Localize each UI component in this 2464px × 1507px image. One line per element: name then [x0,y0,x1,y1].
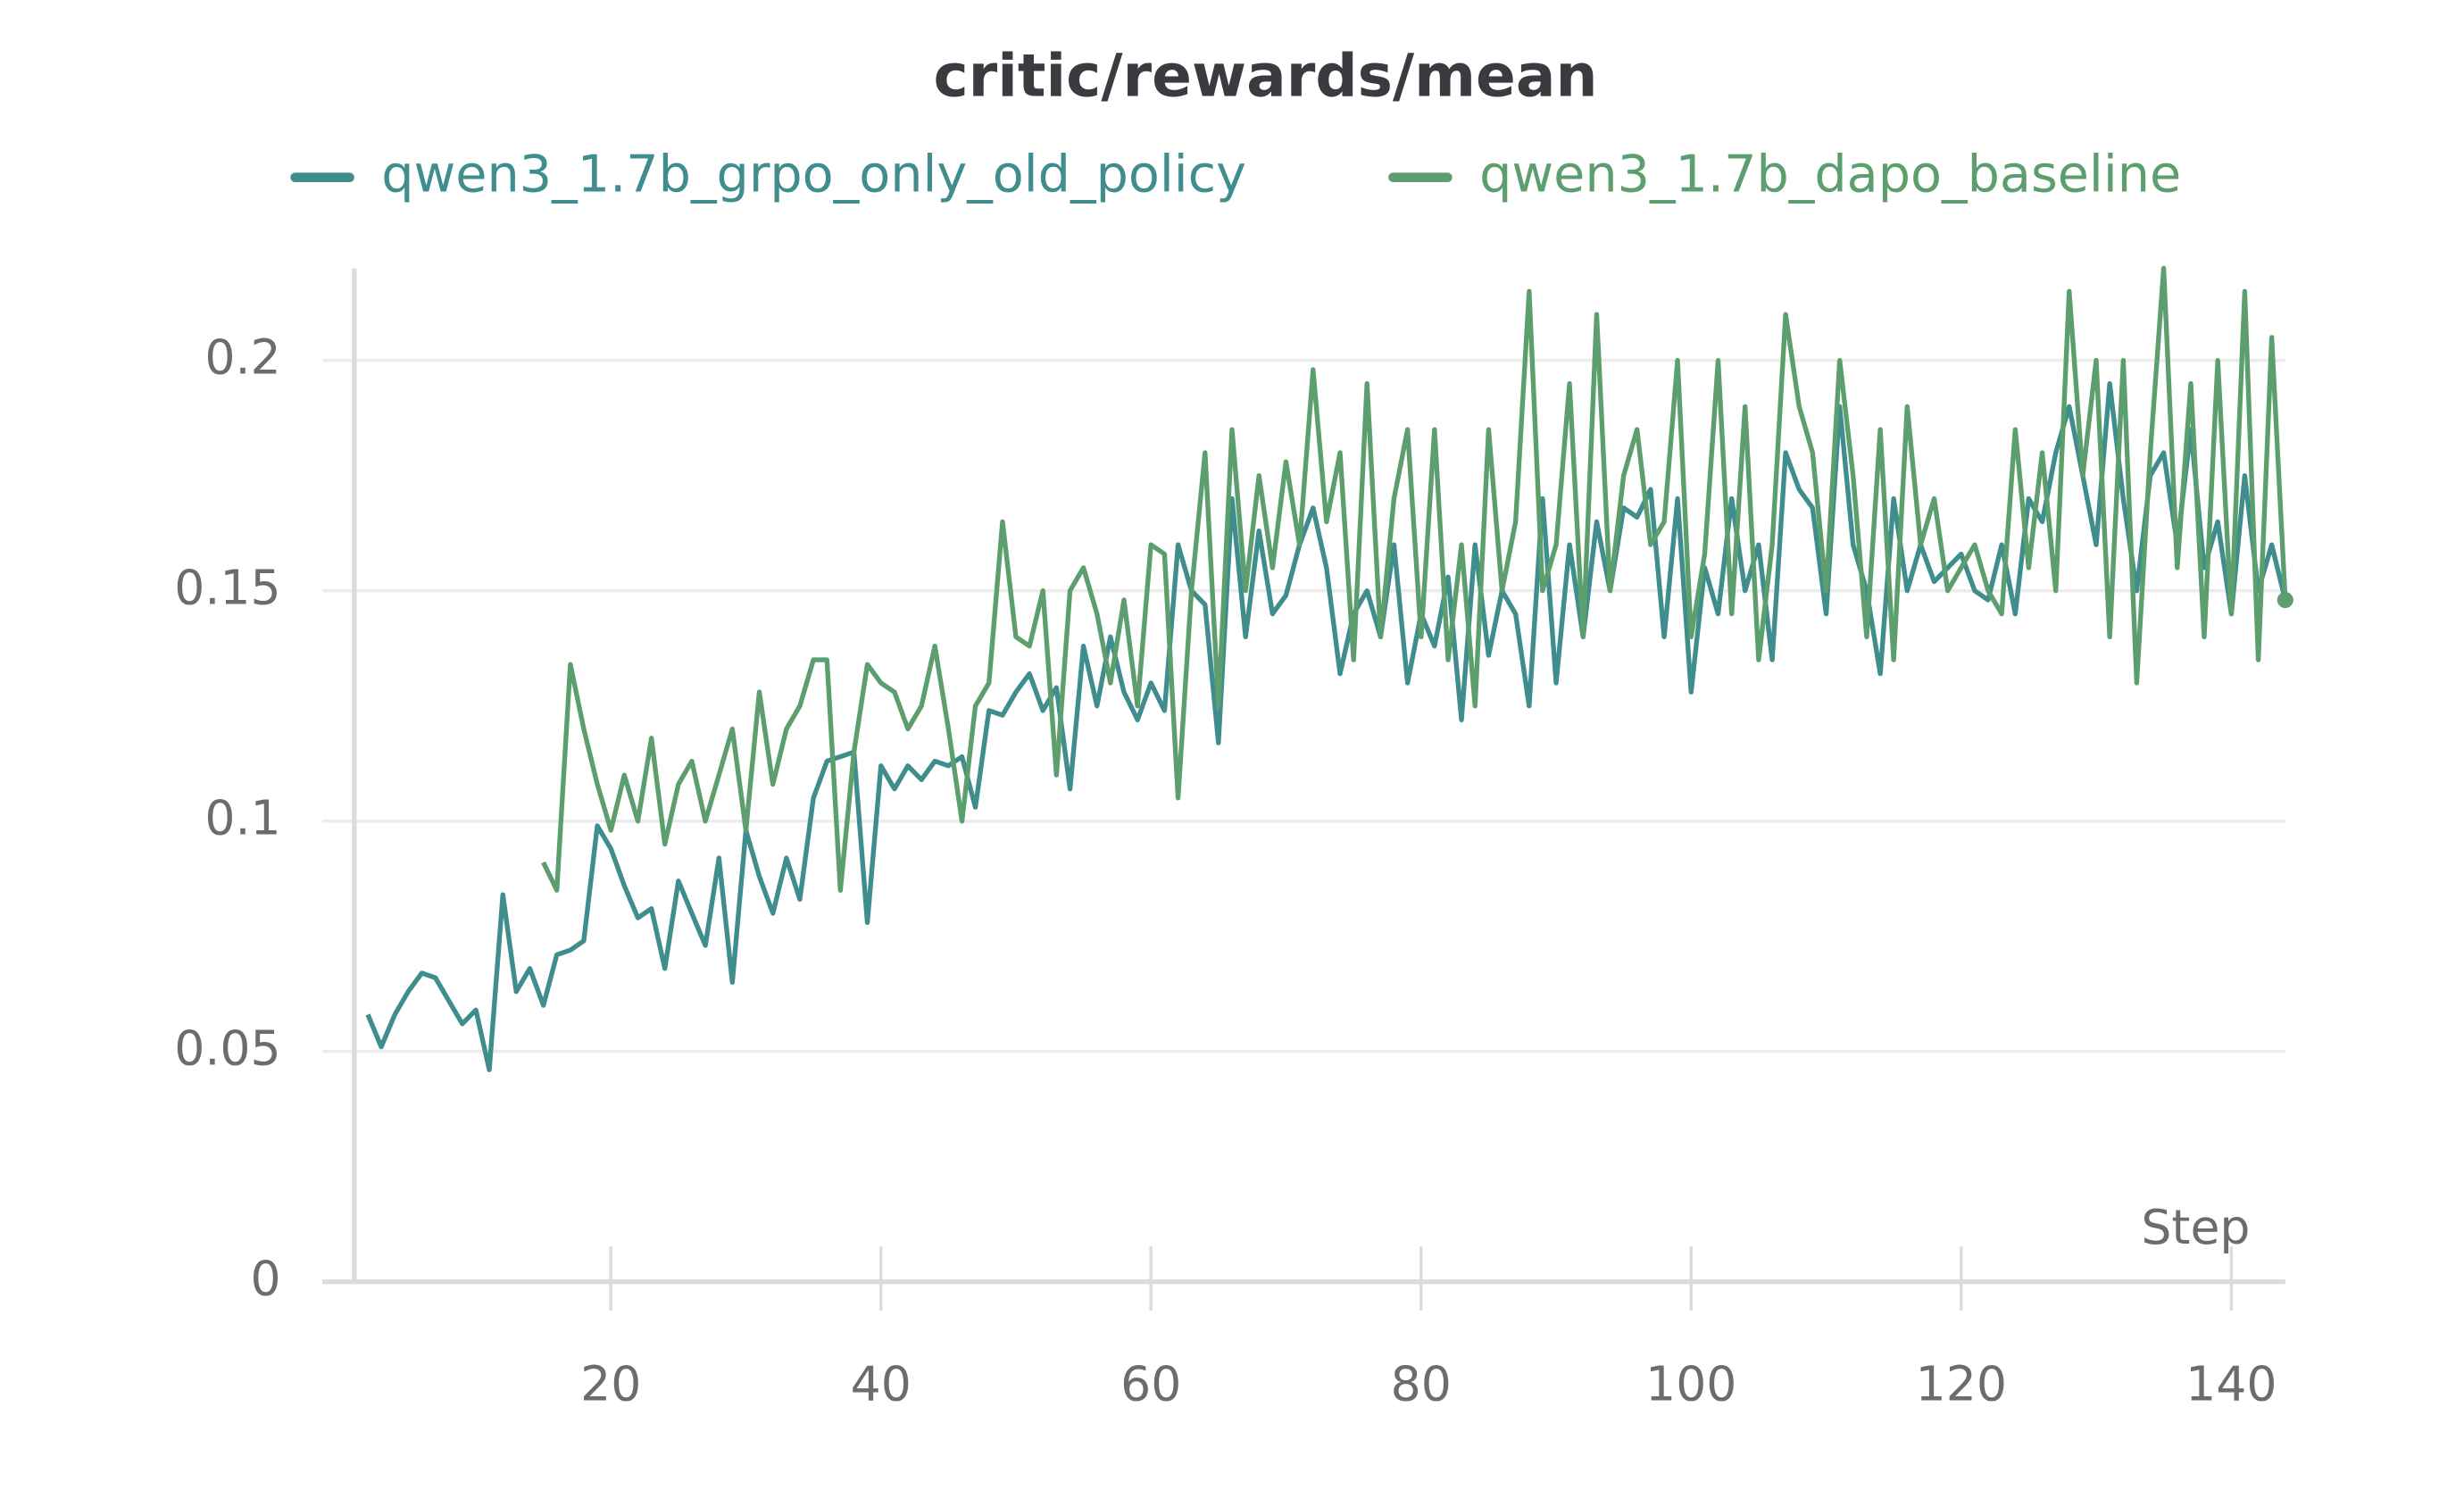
end-point [2277,592,2293,609]
x-tick-label: 120 [1916,1355,2007,1411]
x-tick-label: 140 [2185,1355,2277,1411]
series-line [541,265,2288,893]
legend-label: qwen3_1.7b_dapo_baseline [1479,145,2181,204]
y-tick-label: 0.15 [174,559,280,615]
y-tick-label: 0.1 [204,789,280,845]
chart-title: critic/rewards/mean [933,42,1597,111]
y-tick-label: 0 [251,1250,281,1306]
x-tick-label: 60 [1120,1355,1181,1411]
x-axis-label: Step [2141,1199,2250,1255]
x-tick-label: 20 [580,1355,641,1411]
x-tick-label: 100 [1645,1355,1736,1411]
x-tick-label: 80 [1391,1355,1452,1411]
legend-label: qwen3_1.7b_grpo_only_old_policy [381,145,1246,204]
series-line [365,380,2288,1072]
y-tick-label: 0.2 [204,329,280,385]
x-tick-label: 40 [851,1355,912,1411]
legend: qwen3_1.7b_grpo_only_old_policy qwen3_1.7… [290,145,2181,204]
y-tick-label: 0.05 [174,1020,280,1076]
